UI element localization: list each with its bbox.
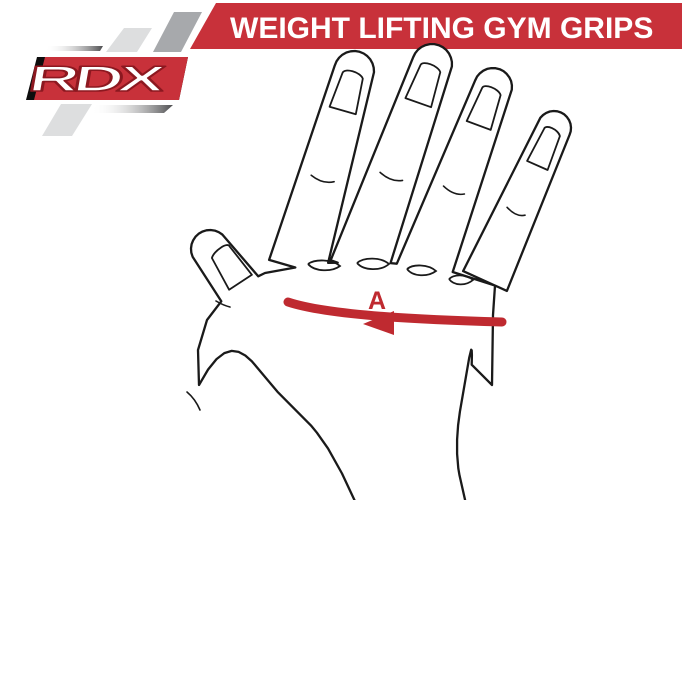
svg-text:A: A (368, 287, 386, 315)
